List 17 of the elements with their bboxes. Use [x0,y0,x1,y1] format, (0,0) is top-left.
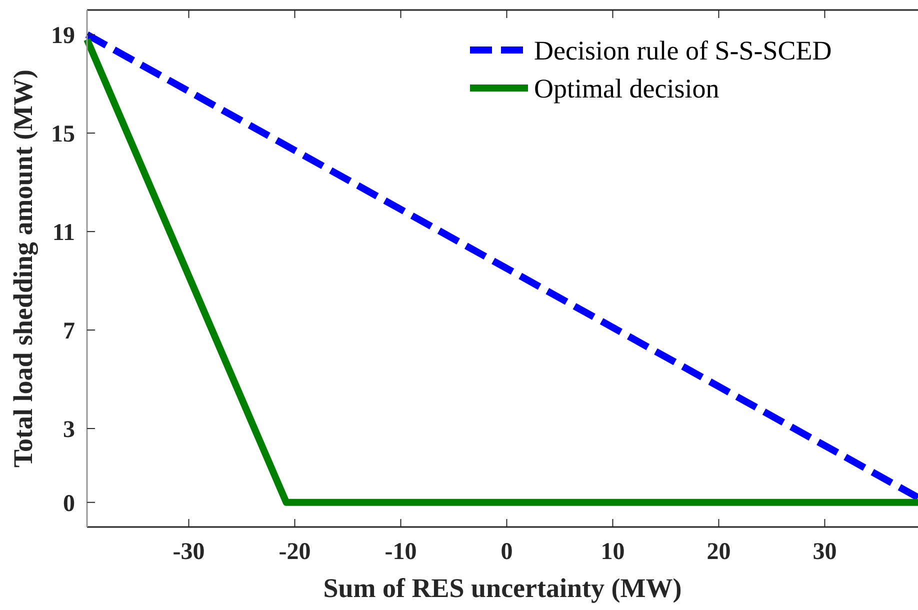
y-tick-label: 19 [51,23,75,50]
x-tick-label: 30 [812,539,837,565]
x-tick-label: 0 [500,539,513,565]
legend-label: Optimal decision [534,73,720,104]
x-tick-label: -10 [384,539,417,565]
x-tick-label: 10 [600,539,625,565]
x-tick-label: 20 [706,539,731,565]
y-axis-title: Total load shedding amount (MW) [8,69,38,468]
y-tick-label: 7 [63,318,75,344]
x-tick-label: -20 [278,539,311,565]
y-tick-label: 15 [51,121,75,148]
y-tick-label: 11 [52,220,75,246]
x-axis-title: Sum of RES uncertainty (MW) [323,573,682,603]
y-tick-label: 3 [63,416,75,443]
y-tick-label: 0 [63,490,75,517]
x-tick-label: -30 [172,539,205,565]
legend-label: Decision rule of S-S-SCED [534,35,832,66]
